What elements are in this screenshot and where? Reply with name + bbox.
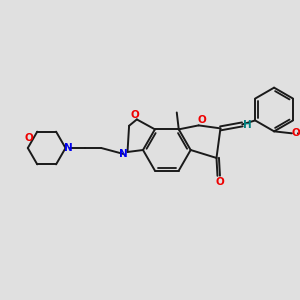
Text: O: O: [215, 177, 224, 187]
Text: O: O: [130, 110, 139, 121]
Text: O: O: [292, 128, 300, 138]
Text: N: N: [64, 143, 73, 153]
Text: O: O: [197, 116, 206, 125]
Text: H: H: [243, 120, 252, 130]
Text: N: N: [119, 149, 128, 159]
Text: O: O: [25, 133, 34, 142]
